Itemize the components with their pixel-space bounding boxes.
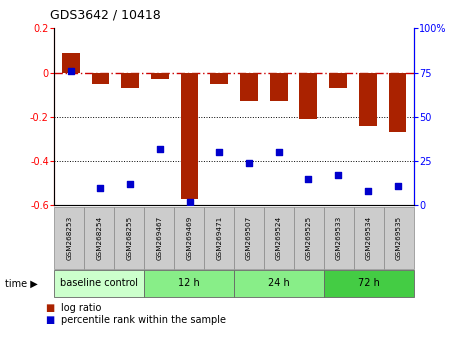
Bar bbox=[121, 73, 139, 88]
Bar bbox=[181, 73, 199, 199]
Text: 72 h: 72 h bbox=[358, 278, 380, 289]
Text: GSM268254: GSM268254 bbox=[96, 216, 102, 260]
Text: GSM269525: GSM269525 bbox=[306, 216, 312, 260]
Text: GSM269507: GSM269507 bbox=[246, 216, 252, 260]
Text: GSM269533: GSM269533 bbox=[336, 216, 342, 260]
Bar bbox=[299, 73, 317, 119]
Bar bbox=[151, 73, 169, 79]
Text: GDS3642 / 10418: GDS3642 / 10418 bbox=[50, 9, 160, 22]
Text: percentile rank within the sample: percentile rank within the sample bbox=[61, 315, 227, 325]
Point bbox=[186, 199, 193, 205]
Point bbox=[334, 172, 342, 178]
Text: GSM268255: GSM268255 bbox=[126, 216, 132, 260]
Text: time ▶: time ▶ bbox=[5, 278, 37, 289]
Text: 12 h: 12 h bbox=[178, 278, 200, 289]
Point bbox=[126, 181, 134, 187]
Point bbox=[156, 146, 164, 152]
Text: log ratio: log ratio bbox=[61, 303, 102, 313]
Point bbox=[394, 183, 401, 189]
Text: GSM269535: GSM269535 bbox=[396, 216, 402, 260]
Point bbox=[305, 176, 312, 182]
Bar bbox=[62, 53, 79, 73]
Text: ■: ■ bbox=[45, 303, 54, 313]
Bar bbox=[92, 73, 109, 84]
Text: GSM268253: GSM268253 bbox=[66, 216, 72, 260]
Text: ■: ■ bbox=[45, 315, 54, 325]
Bar bbox=[240, 73, 258, 101]
Bar bbox=[389, 73, 406, 132]
Point bbox=[216, 149, 223, 155]
Bar bbox=[270, 73, 288, 101]
Bar bbox=[210, 73, 228, 84]
Text: 24 h: 24 h bbox=[268, 278, 290, 289]
Point bbox=[96, 185, 104, 190]
Text: GSM269534: GSM269534 bbox=[366, 216, 372, 260]
Point bbox=[364, 188, 372, 194]
Point bbox=[275, 149, 282, 155]
Bar bbox=[359, 73, 377, 126]
Text: GSM269467: GSM269467 bbox=[156, 216, 162, 260]
Text: GSM269469: GSM269469 bbox=[186, 216, 192, 260]
Bar bbox=[329, 73, 347, 88]
Text: GSM269471: GSM269471 bbox=[216, 216, 222, 260]
Text: baseline control: baseline control bbox=[61, 278, 138, 289]
Point bbox=[67, 68, 75, 74]
Text: GSM269524: GSM269524 bbox=[276, 216, 282, 260]
Point bbox=[245, 160, 253, 166]
